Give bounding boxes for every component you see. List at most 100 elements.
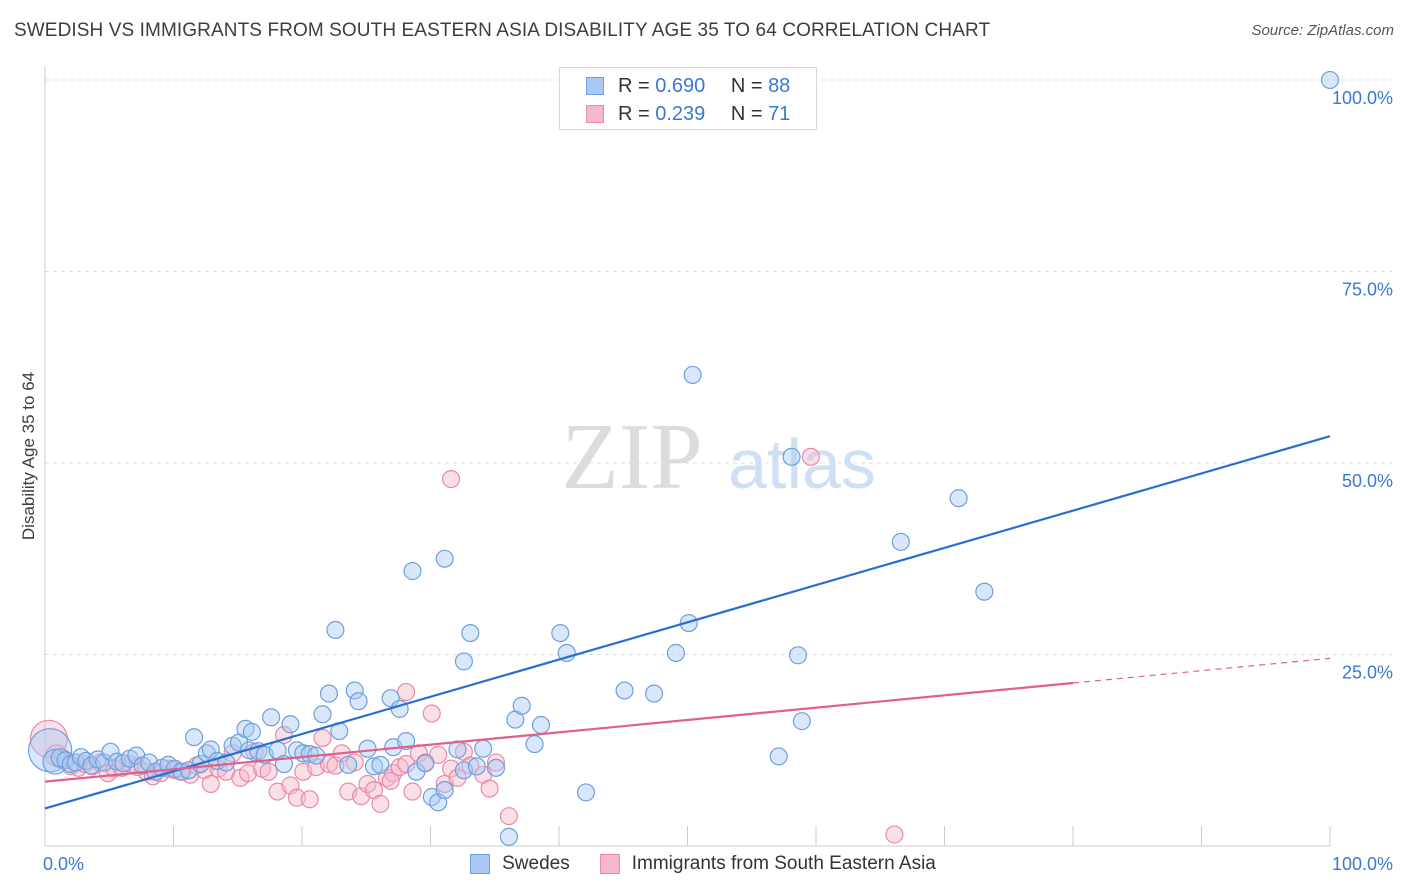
legend-n-label: N =: [730, 74, 763, 97]
swedes-point: [512, 696, 531, 715]
swedes-point: [397, 731, 416, 751]
stats-legend: R = 0.690 N = 88 R = 0.239 N = 71: [559, 67, 817, 130]
immigrants-point: [422, 704, 441, 723]
swedes-point: [949, 489, 968, 508]
immigrants-point: [441, 470, 461, 489]
swedes-point: [792, 712, 811, 731]
immigrants-point: [499, 807, 518, 826]
swedes-point: [891, 532, 910, 551]
legend-item-swedes: Swedes: [470, 853, 570, 875]
swedes-point: [467, 757, 486, 776]
swedes-point: [435, 549, 454, 568]
grid-lines: [45, 79, 1392, 655]
swedes-point: [326, 620, 345, 640]
swedes-legend-swatch: [470, 854, 491, 874]
immigrants-point: [480, 779, 499, 798]
immigrants-point: [238, 764, 258, 783]
y-tick-label: 100.0%: [1332, 88, 1393, 108]
swedes-point: [769, 747, 788, 766]
x-tick-label: 100.0%: [1332, 854, 1393, 874]
legend-n-value: 88: [768, 74, 791, 97]
swedes-point: [345, 681, 364, 700]
swedes-point: [339, 755, 358, 774]
trend-lines: [44, 435, 1331, 810]
swedes-point: [461, 623, 480, 643]
immigrants-legend-swatch: [599, 854, 620, 874]
swedes-point: [454, 652, 473, 671]
swedes-point: [300, 745, 319, 764]
immigrants-point: [381, 771, 400, 790]
legend-r-value: 0.239: [655, 102, 706, 125]
immigrants-point: [371, 794, 390, 813]
immigrants-point: [885, 825, 904, 844]
immigrants-legend-label: Immigrants from South Eastern Asia: [631, 853, 936, 874]
legend-n-value: 71: [768, 102, 791, 125]
swedes-point: [551, 623, 570, 643]
swedes-point: [435, 781, 454, 800]
immigrants-point: [397, 682, 416, 702]
legend-r-label: R =: [618, 74, 650, 97]
y-axis-label: Disability Age 35 to 64: [19, 371, 38, 541]
series-legend: Swedes Immigrants from South Eastern Asi…: [0, 852, 1406, 876]
immigrants-point: [29, 719, 68, 758]
swedes-point: [95, 753, 114, 772]
immigrants-trend-line: [44, 681, 1074, 783]
swedes-point: [615, 681, 634, 700]
immigrants-point: [486, 753, 506, 772]
y-tick-label: 25.0%: [1342, 663, 1393, 683]
swedes-point: [486, 758, 506, 777]
axes: [44, 66, 1331, 847]
immigrants-point: [319, 754, 339, 774]
immigrants-point: [259, 762, 278, 781]
swedes-point: [782, 447, 801, 466]
swedes-point: [788, 646, 808, 665]
immigrants-point: [274, 725, 294, 744]
swedes-point: [666, 643, 685, 663]
immigrants-point: [397, 754, 416, 774]
swedes-point: [242, 722, 261, 741]
y-tick-label: 75.0%: [1342, 280, 1393, 300]
swedes-point: [281, 715, 300, 734]
legend-row-swedes: R = 0.690 N = 88: [586, 74, 790, 98]
swedes-point: [358, 739, 377, 758]
swedes-point: [364, 757, 384, 776]
chart-title: SWEDISH VS IMMIGRANTS FROM SOUTH EASTERN…: [14, 20, 991, 41]
legend-item-immigrants: Immigrants from South Eastern Asia: [599, 853, 936, 875]
swedes-point: [683, 365, 702, 384]
y-tick-label: 50.0%: [1342, 471, 1393, 491]
x-tick-label: 0.0%: [43, 854, 84, 874]
swedes-point: [531, 715, 551, 735]
swedes-point: [499, 827, 518, 846]
legend-row-immigrants: R = 0.239 N = 71: [586, 102, 790, 126]
immigrants-swatch: [586, 105, 604, 123]
watermark-atlas: atlas: [728, 425, 876, 503]
swedes-point: [184, 728, 204, 747]
swedes-point: [201, 740, 220, 759]
swedes-point: [525, 735, 544, 754]
immigrants-point: [313, 728, 332, 748]
swedes-point: [313, 705, 332, 724]
immigrants-point: [429, 745, 448, 764]
swedes-point: [645, 684, 664, 703]
data-points: [28, 70, 1340, 846]
immigrants-point: [201, 774, 220, 794]
immigrants-point: [403, 782, 422, 801]
swedes-swatch: [586, 77, 604, 95]
swedes-point: [101, 742, 120, 761]
immigrants-point: [801, 447, 820, 466]
swedes-point: [371, 755, 390, 774]
swedes-point: [403, 561, 422, 581]
swedes-point: [1320, 70, 1340, 90]
swedes-point: [319, 684, 339, 703]
swedes-point: [576, 783, 596, 802]
swedes-trend-line: [44, 435, 1331, 810]
swedes-point: [262, 708, 281, 727]
legend-n-label: N =: [730, 102, 763, 125]
legend-r-value: 0.690: [655, 74, 706, 97]
immigrants-trend-line-extension: [1072, 657, 1331, 684]
watermark: ZIP atlas: [562, 405, 876, 509]
swedes-legend-label: Swedes: [502, 853, 570, 874]
swedes-point: [474, 739, 493, 758]
source-label: Source: ZipAtlas.com: [1251, 22, 1394, 39]
